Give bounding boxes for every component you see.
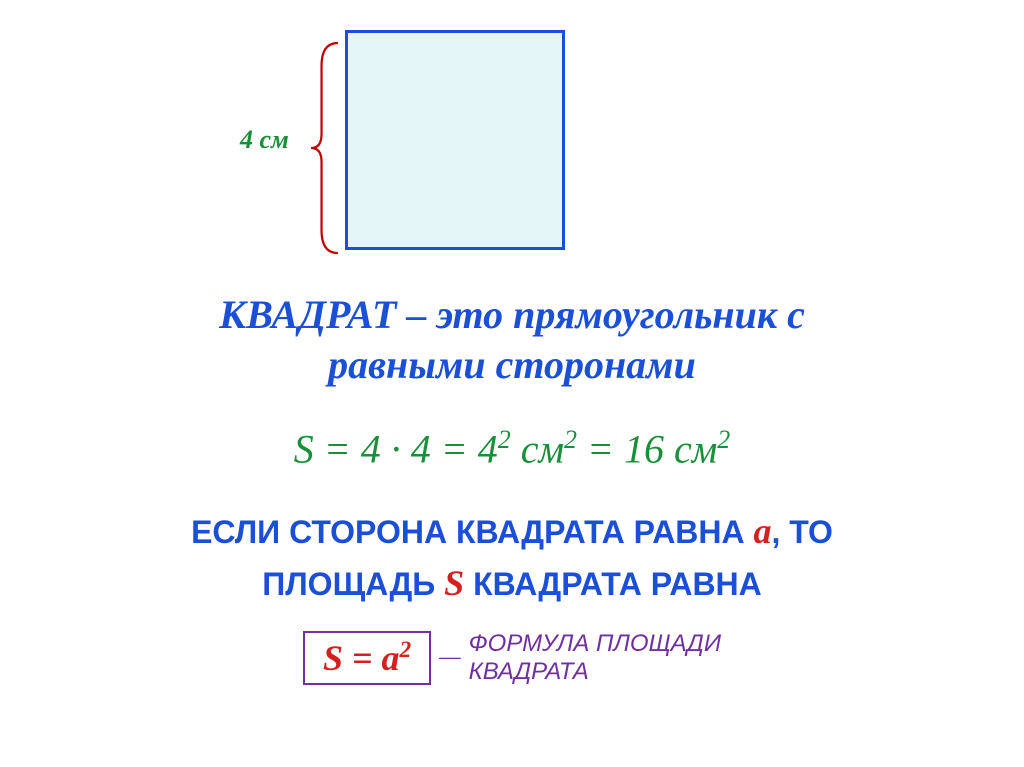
formula-exp: 2	[400, 637, 412, 663]
rule-part4: КВАДРАТА РАВНА	[464, 566, 762, 602]
definition-line1: КВАДРАТ – это прямоугольник с	[219, 292, 805, 337]
rule-text: ЕСЛИ СТОРОНА КВАДРАТА РАВНА a, ТО ПЛОЩАД…	[0, 505, 1024, 609]
variable-a: a	[754, 511, 772, 551]
area-calculation: S = 4 · 4 = 42 см2 = 16 см2	[0, 425, 1024, 472]
formula-box: S = a2	[303, 631, 431, 685]
variable-s: S	[444, 563, 464, 603]
brace-icon	[308, 40, 342, 258]
formula-caption: ФОРМУЛА ПЛОЩАДИ КВАДРАТА	[469, 630, 721, 685]
rule-part1: ЕСЛИ СТОРОНА КВАДРАТА РАВНА	[191, 514, 753, 550]
formula-eq: =	[343, 638, 382, 678]
side-length-label: 4 см	[240, 125, 289, 155]
rule-part2: , ТО	[772, 514, 833, 550]
square-diagram: 4 см	[240, 20, 590, 260]
square-shape	[345, 30, 565, 250]
formula-row: S = a2 — ФОРМУЛА ПЛОЩАДИ КВАДРАТА	[0, 630, 1024, 685]
formula-a: a	[382, 638, 400, 678]
formula-s: S	[323, 638, 343, 678]
formula-dash: —	[439, 644, 460, 671]
definition-line2: равными сторонами	[328, 342, 696, 387]
definition-text: КВАДРАТ – это прямоугольник с равными ст…	[0, 290, 1024, 390]
rule-part3: ПЛОЩАДЬ	[262, 566, 444, 602]
